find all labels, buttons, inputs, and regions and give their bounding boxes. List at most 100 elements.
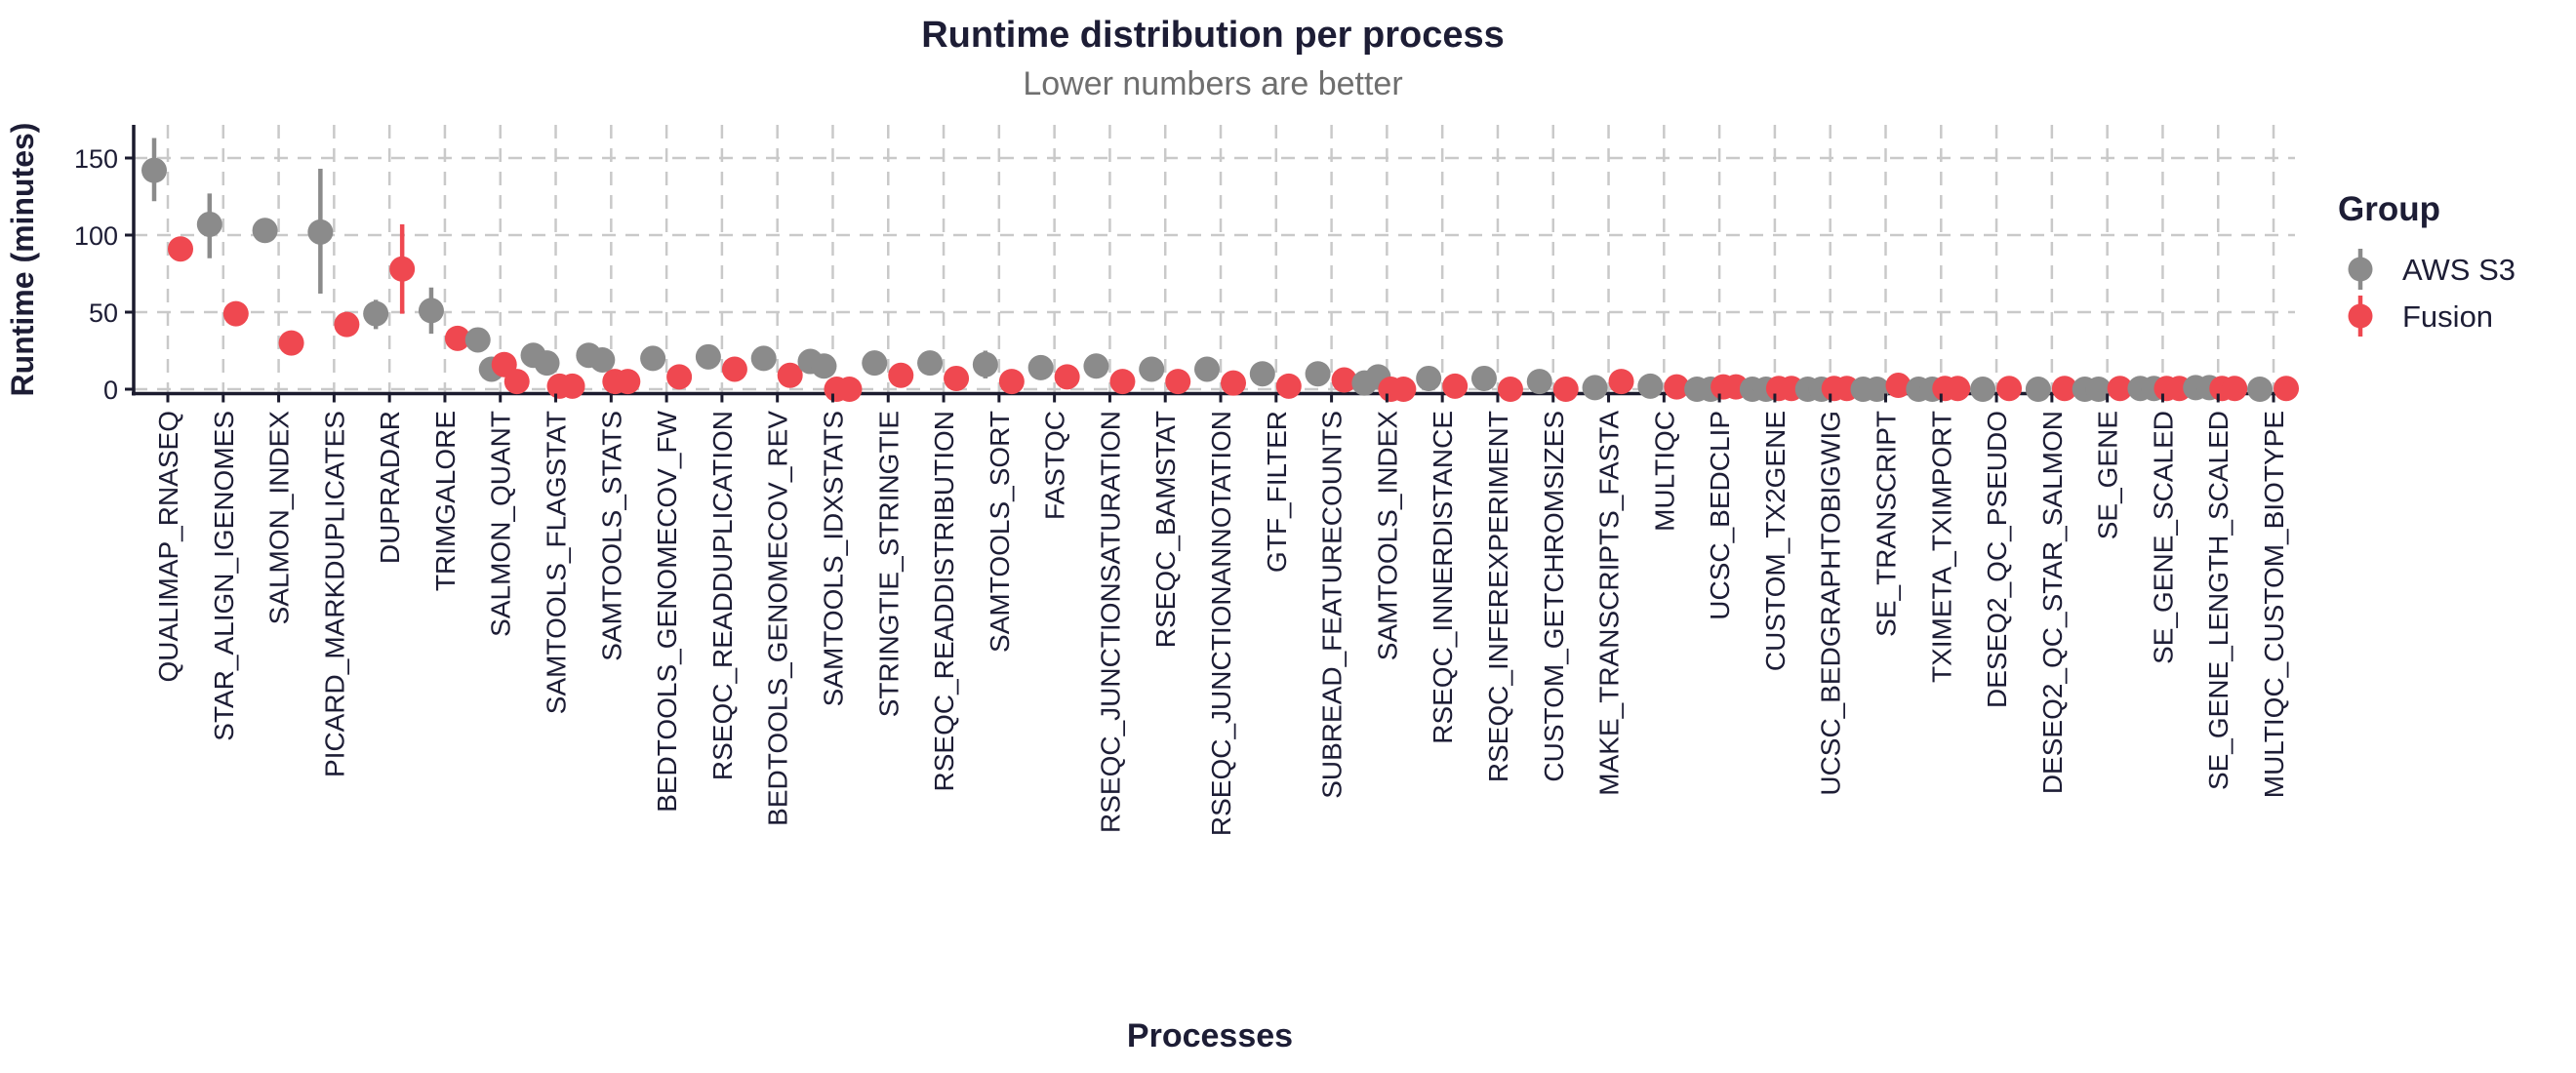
chart-title: Runtime distribution per process bbox=[921, 15, 1505, 56]
x-tick-label: RSEQC_BAMSTAT bbox=[1150, 411, 1181, 648]
aws-s3-data-point bbox=[862, 350, 888, 377]
y-axis-title: Runtime (minutes) bbox=[5, 123, 40, 397]
fusion-data-point bbox=[389, 256, 416, 282]
x-tick-label: RSEQC_READDISTRIBUTION bbox=[929, 411, 959, 792]
fusion-data-point bbox=[666, 364, 693, 390]
legend-entry-aws-s3: AWS S3 bbox=[2348, 249, 2516, 290]
fusion-data-point bbox=[1996, 376, 2023, 402]
x-tick-label: RSEQC_INNERDISTANCE bbox=[1428, 411, 1458, 744]
aws-s3-data-point bbox=[640, 345, 666, 372]
y-tick-label: 100 bbox=[74, 221, 118, 251]
aws-s3-data-point bbox=[1305, 361, 1331, 387]
x-tick-label: FASTQC bbox=[1040, 411, 1070, 520]
fusion-data-point bbox=[2107, 376, 2133, 402]
aws-s3-data-point bbox=[307, 219, 334, 245]
x-tick-label: SE_GENE_LENGTH_SCALED bbox=[2203, 411, 2234, 790]
x-tick-label: DESEQ2_QC_PSEUDO bbox=[1982, 411, 2012, 708]
x-tick-label: MAKE_TRANSCRIPTS_FASTA bbox=[1594, 411, 1625, 796]
fusion-data-point bbox=[1885, 373, 1912, 399]
fusion-data-point bbox=[721, 356, 747, 382]
fusion-data-point bbox=[1109, 369, 1136, 395]
fusion-data-point bbox=[222, 300, 249, 327]
fusion-data-point bbox=[1221, 370, 1247, 396]
fusion-data-point bbox=[836, 377, 863, 402]
x-tick-label: STAR_ALIGN_IGENOMES bbox=[209, 411, 239, 741]
aws-s3-data-point bbox=[534, 350, 560, 377]
fusion-data-point bbox=[1608, 369, 1634, 395]
axes bbox=[132, 125, 2295, 396]
x-tick-label: MULTIQC_CUSTOM_BIOTYPE bbox=[2259, 411, 2289, 798]
gridlines bbox=[134, 125, 2295, 394]
fusion-data-point bbox=[278, 330, 304, 356]
fusion-data-point bbox=[1165, 369, 1191, 395]
fusion-data-point bbox=[334, 311, 360, 338]
x-tick-label: DESEQ2_QC_STAR_SALMON bbox=[2037, 411, 2068, 794]
x-tick-label: SALMON_INDEX bbox=[264, 411, 295, 625]
fusion-data-point bbox=[1442, 373, 1469, 399]
aws-s3-data-point bbox=[1582, 375, 1608, 401]
x-tick-label: SAMTOOLS_INDEX bbox=[1372, 411, 1402, 661]
fusion-data-point bbox=[2051, 376, 2077, 402]
aws-s3-data-point bbox=[1249, 361, 1275, 387]
aws-s3-data-point bbox=[1970, 377, 1996, 402]
x-tick-label: SAMTOOLS_SORT bbox=[985, 411, 1015, 653]
aws-s3-data-point bbox=[141, 157, 167, 183]
fusion-data-point bbox=[998, 369, 1025, 395]
x-tick-label: BEDTOOLS_GENOMECOV_REV bbox=[763, 411, 793, 826]
fusion-data-point bbox=[1275, 373, 1302, 399]
x-tick-label: MULTIQC bbox=[1649, 411, 1679, 532]
x-tick-label: UCSC_BEDCLIP bbox=[1705, 411, 1735, 620]
fusion-data-point bbox=[444, 325, 470, 351]
fusion-data-point bbox=[559, 373, 585, 399]
fusion-data-point bbox=[503, 369, 530, 395]
aws-s3-data-point bbox=[1027, 354, 1054, 380]
aws-s3-data-point bbox=[1416, 365, 1442, 391]
chart-subtitle: Lower numbers are better bbox=[1023, 65, 1402, 102]
legend-label-fusion: Fusion bbox=[2402, 299, 2493, 334]
fusion-data-point bbox=[168, 236, 193, 262]
fusion-data-point bbox=[615, 369, 641, 395]
aws-s3-point-icon bbox=[2348, 257, 2373, 282]
aws-s3-data-point bbox=[2025, 377, 2051, 402]
aws-s3-data-point bbox=[1083, 353, 1109, 379]
legend-entry-fusion: Fusion bbox=[2348, 296, 2493, 337]
aws-s3-data-point bbox=[252, 218, 278, 244]
aws-s3-data-point bbox=[464, 327, 491, 353]
x-tick-label: SUBREAD_FEATURECOUNTS bbox=[1317, 411, 1348, 799]
legend-label-aws-s3: AWS S3 bbox=[2402, 253, 2516, 287]
fusion-data-point bbox=[1054, 364, 1080, 390]
aws-s3-data-point bbox=[1139, 356, 1165, 382]
y-tick-labels: 0 50 100 150 bbox=[74, 144, 134, 405]
x-tick-label: RSEQC_JUNCTIONSATURATION bbox=[1095, 411, 1125, 833]
fusion-data-point bbox=[1664, 374, 1690, 400]
aws-s3-data-point bbox=[2085, 377, 2112, 402]
aws-s3-data-point bbox=[196, 211, 222, 237]
aws-s3-data-point bbox=[750, 345, 777, 372]
x-tick-labels: QUALIMAP_RNASEQ STAR_ALIGN_IGENOMES SALMON… bbox=[153, 393, 2289, 836]
y-tick-label: 0 bbox=[103, 376, 118, 405]
x-tick-label: GTF_FILTER bbox=[1262, 411, 1292, 573]
aws-s3-data-point bbox=[972, 351, 998, 378]
fusion-data-point bbox=[1497, 377, 1523, 402]
fusion-data-point bbox=[2222, 376, 2248, 402]
x-tick-label: PICARD_MARKDUPLICATES bbox=[319, 411, 349, 777]
fusion-data-point bbox=[1390, 377, 1417, 402]
aws-s3-data-point bbox=[1526, 369, 1552, 395]
aws-s3-data-point bbox=[811, 353, 837, 379]
fusion-data-point bbox=[777, 362, 803, 388]
x-tick-label: SALMON_QUANT bbox=[486, 411, 516, 637]
x-tick-label: QUALIMAP_RNASEQ bbox=[153, 411, 183, 683]
x-tick-label: SAMTOOLS_FLAGSTAT bbox=[542, 411, 572, 714]
fusion-data-point bbox=[888, 362, 914, 388]
x-tick-label: CUSTOM_TX2GENE bbox=[1760, 411, 1791, 671]
aws-s3-data-point bbox=[917, 350, 944, 377]
x-tick-label: RSEQC_INFEREXPERIMENT bbox=[1483, 411, 1513, 782]
y-tick-label: 150 bbox=[74, 144, 118, 174]
aws-s3-data-point bbox=[1194, 356, 1221, 382]
aws-s3-data-point bbox=[1470, 365, 1497, 391]
x-tick-label: SAMTOOLS_IDXSTATS bbox=[818, 411, 848, 706]
fusion-data-point bbox=[1331, 367, 1357, 393]
x-tick-label: RSEQC_JUNCTIONANNOTATION bbox=[1206, 411, 1236, 836]
